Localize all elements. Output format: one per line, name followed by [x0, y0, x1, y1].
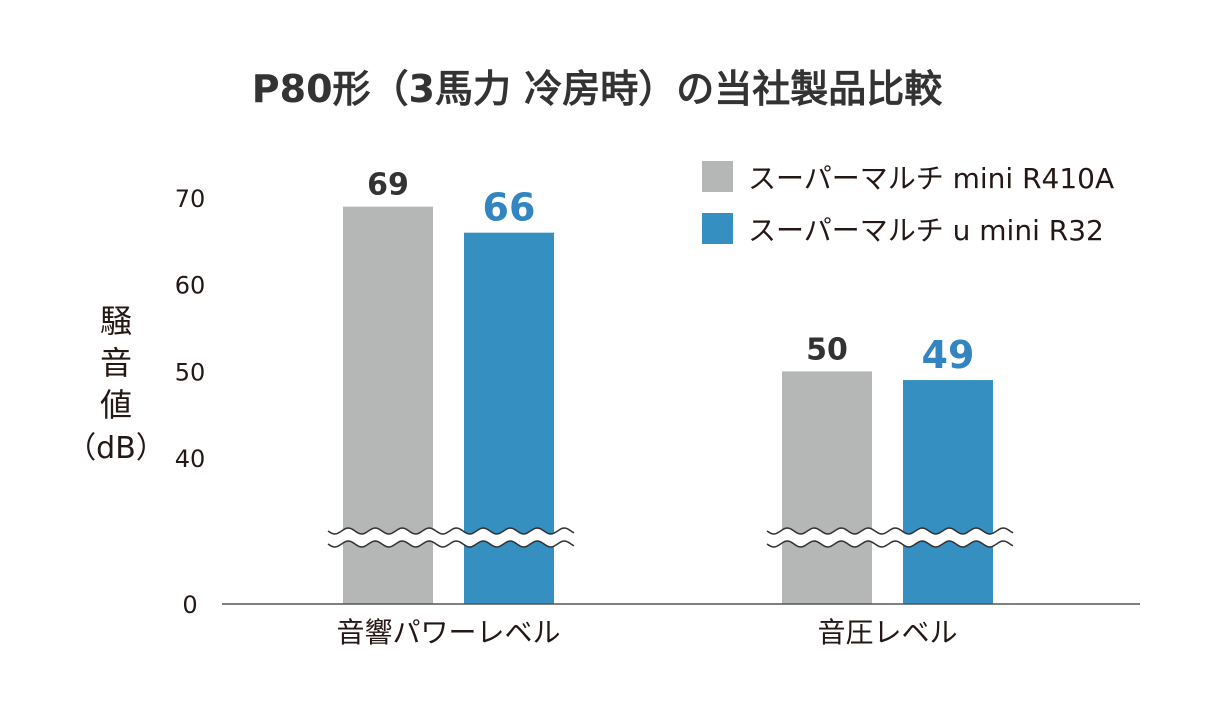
- axis-break-band: [767, 528, 1013, 547]
- legend-swatch: [702, 161, 733, 192]
- y-axis-label-line: （dB）: [66, 431, 166, 466]
- data-label: 50: [806, 332, 848, 367]
- axis-break-line: [327, 527, 575, 535]
- x-tick-label: 音圧レベル: [817, 616, 957, 649]
- y-axis-label-line: 騒: [100, 302, 132, 340]
- x-axis-labels: 音響パワーレベル 音圧レベル: [336, 616, 957, 649]
- chart-title: P80形（3馬力 冷房時）の当社製品比較: [252, 67, 943, 111]
- y-tick-label: 70: [175, 185, 206, 213]
- y-tick-label: 40: [175, 445, 206, 473]
- bar: [782, 371, 872, 604]
- x-tick-label: 音響パワーレベル: [336, 616, 560, 649]
- axis-break-band: [328, 528, 574, 547]
- y-tick-label: 50: [175, 358, 206, 386]
- axis-break-line: [327, 540, 575, 548]
- axis-break-marks: [327, 527, 1014, 548]
- legend-swatch: [702, 213, 733, 244]
- bar: [464, 232, 554, 604]
- bars: 69 66 50 49: [343, 168, 993, 605]
- y-tick-label: 0: [182, 591, 197, 619]
- y-axis-label-line: 音: [100, 344, 132, 382]
- y-axis-label: 騒音値 （dB）: [66, 302, 166, 466]
- legend: スーパーマルチ mini R410A スーパーマルチ u mini R32: [702, 161, 1114, 247]
- legend-label: スーパーマルチ mini R410A: [748, 162, 1114, 195]
- axis-break-line: [766, 540, 1014, 548]
- y-axis-label-line: 値: [100, 386, 132, 424]
- y-axis-ticks: 0 40 50 60 70: [175, 185, 206, 619]
- data-label: 49: [922, 333, 975, 377]
- data-label: 66: [483, 186, 536, 230]
- bar: [903, 380, 993, 604]
- legend-label: スーパーマルチ u mini R32: [748, 214, 1104, 247]
- axis-break-line: [766, 527, 1014, 535]
- y-tick-label: 60: [175, 272, 206, 300]
- data-label: 69: [367, 168, 409, 203]
